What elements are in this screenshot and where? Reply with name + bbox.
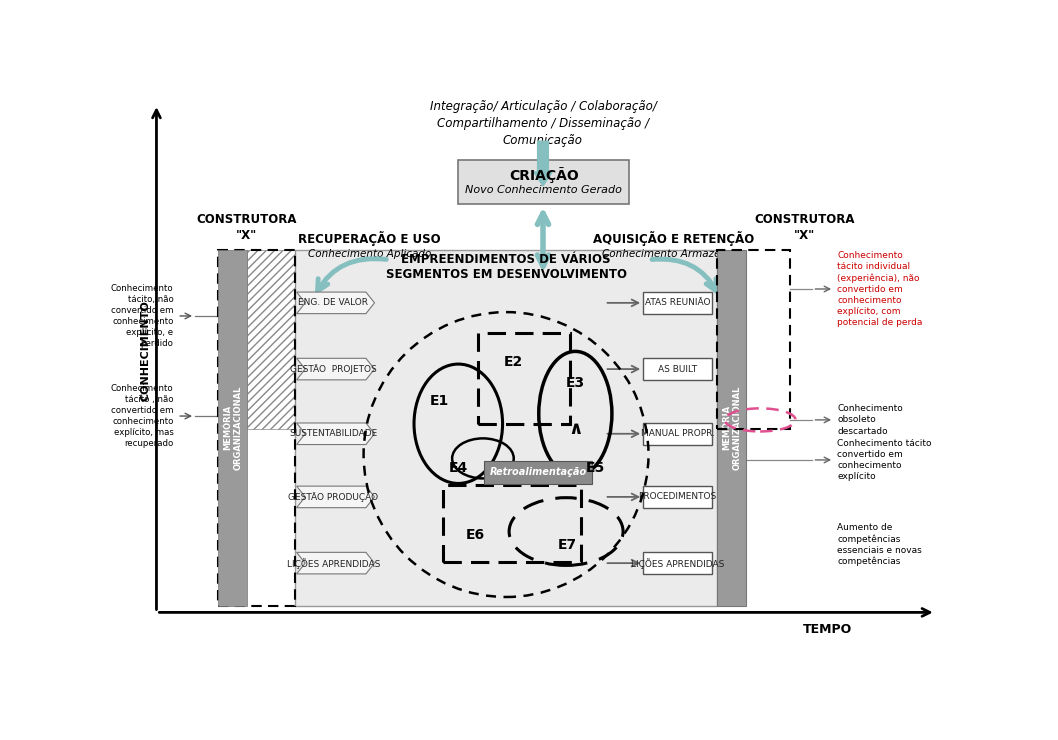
Text: CONHECIMENTO: CONHECIMENTO xyxy=(141,300,150,401)
Text: GESTÃO  PROJETOS: GESTÃO PROJETOS xyxy=(290,364,377,374)
Text: E5: E5 xyxy=(586,460,605,474)
Bar xyxy=(218,251,295,606)
Text: E1: E1 xyxy=(430,394,449,408)
Text: E3: E3 xyxy=(566,376,585,390)
Text: MANUAL PROPR.: MANUAL PROPR. xyxy=(641,429,715,438)
Text: E6: E6 xyxy=(466,528,485,542)
Text: Novo Conhecimento Gerado: Novo Conhecimento Gerado xyxy=(466,186,622,195)
Text: RECUPERAÇÃO E USO: RECUPERAÇÃO E USO xyxy=(298,232,441,246)
Text: MEMÓRIA
ORGANIZACIONAL: MEMÓRIA ORGANIZACIONAL xyxy=(223,386,242,470)
Bar xyxy=(643,486,712,508)
Text: CRIAÇÃO: CRIAÇÃO xyxy=(509,167,579,183)
Bar xyxy=(458,160,630,204)
Text: Conhecimento Aplicado: Conhecimento Aplicado xyxy=(308,249,432,259)
Text: Conhecimento
obsoleto
descartado: Conhecimento obsoleto descartado xyxy=(837,404,902,436)
Text: EMPREENDIMENTOS DE VÁRIOS
SEGMENTOS EM DESENVOLVIMENTO: EMPREENDIMENTOS DE VÁRIOS SEGMENTOS EM D… xyxy=(385,253,626,281)
Bar xyxy=(443,485,582,562)
Text: SUSTENTABILIDADE: SUSTENTABILIDADE xyxy=(289,429,378,438)
Bar xyxy=(643,358,712,380)
Bar xyxy=(643,552,712,574)
Text: PROCEDIMENTOS: PROCEDIMENTOS xyxy=(639,492,717,502)
Text: TEMPO: TEMPO xyxy=(803,623,853,636)
Text: CONSTRUTORA
"X": CONSTRUTORA "X" xyxy=(754,213,855,242)
Text: GESTÃO PRODUÇÃO: GESTÃO PRODUÇÃO xyxy=(289,492,379,502)
Text: AS BUILT: AS BUILT xyxy=(658,365,697,374)
Bar xyxy=(643,292,712,314)
Bar xyxy=(295,251,717,606)
Text: E7: E7 xyxy=(558,538,578,551)
FancyArrow shape xyxy=(533,141,552,186)
Text: E2: E2 xyxy=(504,355,524,369)
Text: MEMÓRIA
ORGANIZACIONAL: MEMÓRIA ORGANIZACIONAL xyxy=(722,386,742,470)
Text: Retroalimentação: Retroalimentação xyxy=(490,467,587,477)
FancyBboxPatch shape xyxy=(485,461,592,484)
Text: ∧: ∧ xyxy=(568,420,583,438)
Text: Integração/ Articulação / Colaboração/
Compartilhamento / Disseminação /
Comunic: Integração/ Articulação / Colaboração/ C… xyxy=(430,101,656,147)
Text: Conhecimento
tácito individual
(experiência), não
convertido em
conhecimento
exp: Conhecimento tácito individual (experiên… xyxy=(837,251,923,327)
Polygon shape xyxy=(296,486,375,508)
Text: Aumento de
competências
essenciais e novas
competências: Aumento de competências essenciais e nov… xyxy=(837,523,922,566)
Bar xyxy=(218,251,248,606)
Text: LIÇÕES APRENDIDAS: LIÇÕES APRENDIDAS xyxy=(631,558,725,568)
Bar xyxy=(717,251,790,429)
Text: ATAS REUNIÃO: ATAS REUNIÃO xyxy=(645,298,711,307)
Text: LIÇÕES APRENDIDAS: LIÇÕES APRENDIDAS xyxy=(287,558,380,568)
Polygon shape xyxy=(296,358,375,380)
Text: Conhecimento
tácito, não
convertido em
conhecimento
explícito, e
perdido: Conhecimento tácito, não convertido em c… xyxy=(111,283,174,349)
Text: Conhecimento
tácito , não
convertido em
conhecimento
explícito, mas
recuperado: Conhecimento tácito , não convertido em … xyxy=(111,384,174,448)
Polygon shape xyxy=(296,552,375,574)
Bar xyxy=(477,333,570,424)
Text: Conhecimento Armazenado: Conhecimento Armazenado xyxy=(602,249,746,259)
Bar xyxy=(717,251,746,606)
Text: ENG. DE VALOR: ENG. DE VALOR xyxy=(298,298,368,307)
Polygon shape xyxy=(296,292,375,314)
Text: CONSTRUTORA
"X": CONSTRUTORA "X" xyxy=(197,213,297,242)
Bar xyxy=(248,251,295,429)
Bar xyxy=(643,423,712,445)
Text: AQUISIÇÃO E RETENÇÃO: AQUISIÇÃO E RETENÇÃO xyxy=(594,232,754,246)
Text: E4: E4 xyxy=(449,460,468,474)
Polygon shape xyxy=(296,423,375,445)
Text: Conhecimento tácito
convertido em
conhecimento
explícito: Conhecimento tácito convertido em conhec… xyxy=(837,439,932,481)
